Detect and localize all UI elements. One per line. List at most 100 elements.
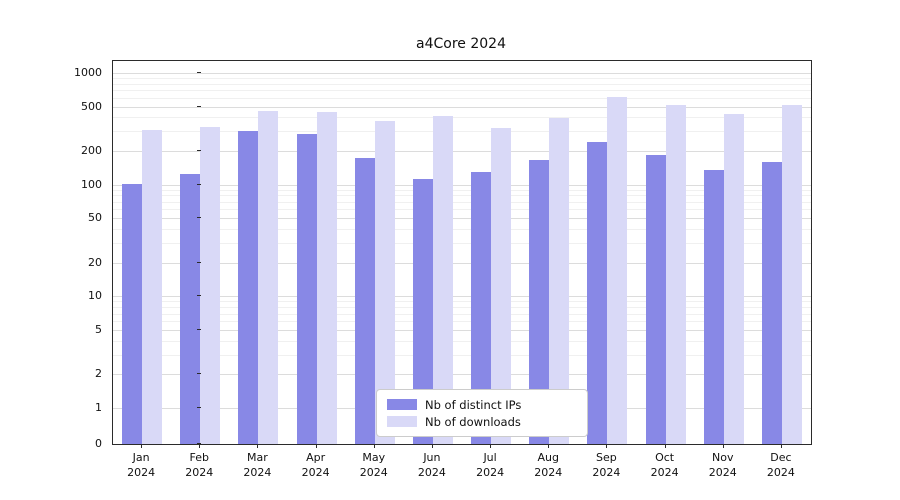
bar-distinct-ips-aug: [529, 160, 550, 444]
bar-downloads-may: [374, 121, 395, 444]
x-tick-label-jan: Jan 2024: [127, 451, 156, 479]
legend-item-downloads: Nb of downloads: [387, 413, 577, 430]
y-tick-label: 5: [95, 322, 102, 336]
gridline-major: [113, 329, 811, 331]
gridline-minor: [113, 117, 811, 119]
y-tick-mark: [197, 261, 201, 263]
x-tick-mark: [780, 444, 782, 448]
gridline-minor: [113, 131, 811, 133]
gridline-minor: [113, 354, 811, 356]
bar-distinct-ips-jan: [122, 183, 143, 444]
bar-downloads-nov: [723, 113, 744, 444]
y-tick-label: 1: [95, 401, 102, 414]
y-tick-mark: [197, 105, 201, 107]
bar-distinct-ips-jun: [412, 179, 433, 444]
x-tick-label-sep: Sep 2024: [592, 451, 621, 479]
gridline-major: [113, 374, 811, 376]
x-tick-mark: [373, 444, 375, 448]
gridline-major: [113, 151, 811, 153]
bar-downloads-apr: [316, 112, 337, 444]
x-tick-label-feb: Feb 2024: [185, 451, 214, 479]
bar-distinct-ips-sep: [587, 142, 608, 444]
bar-distinct-ips-oct: [645, 154, 666, 444]
bar-downloads-aug: [549, 118, 570, 444]
x-tick-mark: [606, 444, 608, 448]
x-tick-label-jul: Jul 2024: [476, 451, 505, 479]
y-tick-label: 500: [81, 99, 102, 113]
x-tick-label-may: May 2024: [359, 451, 388, 479]
gridline-major: [113, 262, 811, 264]
x-tick-label-dec: Dec 2024: [766, 451, 795, 479]
gridline-major: [113, 73, 811, 74]
gridline-minor: [113, 209, 811, 211]
gridline-minor: [113, 340, 811, 342]
gridline-minor: [113, 307, 811, 309]
x-tick-label-jun: Jun 2024: [417, 451, 446, 479]
bar-downloads-oct: [665, 104, 686, 444]
gridline-minor: [113, 195, 811, 197]
x-tick-label-nov: Nov 2024: [708, 451, 737, 479]
bar-distinct-ips-feb: [180, 173, 201, 444]
y-tick-label: 100: [81, 177, 102, 191]
y-tick-mark: [197, 328, 201, 330]
y-tick-mark: [197, 373, 201, 375]
gridline-minor: [113, 301, 811, 303]
y-tick-mark: [197, 295, 201, 297]
x-tick-mark: [548, 444, 550, 448]
gridline-minor: [113, 313, 811, 315]
bar-distinct-ips-may: [354, 157, 375, 444]
x-tick-mark: [664, 444, 666, 448]
x-tick-label-mar: Mar 2024: [243, 451, 272, 479]
gridline-major: [113, 184, 811, 186]
legend-label-distinct-ips: Nb of distinct IPs: [425, 397, 522, 412]
chart-title: a4Core 2024: [416, 36, 506, 52]
gridline-minor: [113, 321, 811, 323]
x-tick-mark: [257, 444, 259, 448]
gridline-minor: [113, 189, 811, 191]
bar-downloads-dec: [781, 104, 802, 444]
bar-distinct-ips-nov: [703, 170, 724, 444]
gridline-minor: [113, 83, 811, 85]
gridline-minor: [113, 229, 811, 231]
y-tick-label: 1000: [74, 66, 102, 79]
y-tick-mark: [197, 407, 201, 408]
y-tick-label: 0: [95, 437, 102, 450]
gridline-major: [113, 106, 811, 108]
legend-label-downloads: Nb of downloads: [425, 414, 521, 429]
legend-swatch-distinct-ips: [387, 399, 417, 410]
bar-downloads-jan: [142, 129, 163, 444]
legend: Nb of distinct IPs Nb of downloads: [376, 389, 588, 437]
x-tick-mark: [490, 444, 492, 448]
bar-downloads-feb: [200, 126, 221, 444]
bar-distinct-ips-apr: [296, 133, 317, 444]
y-tick-mark: [197, 443, 201, 444]
y-tick-mark: [197, 217, 201, 219]
bar-distinct-ips-dec: [761, 161, 782, 444]
y-tick-label: 200: [81, 144, 102, 158]
y-tick-label: 50: [88, 211, 102, 225]
bar-distinct-ips-mar: [238, 131, 259, 444]
gridline-minor: [113, 243, 811, 245]
plot-area: Nb of distinct IPs Nb of downloads: [112, 60, 812, 445]
legend-swatch-downloads: [387, 416, 417, 427]
bar-downloads-jul: [491, 128, 512, 444]
gridline-minor: [113, 201, 811, 203]
y-tick-mark: [197, 150, 201, 152]
x-tick-label-aug: Aug 2024: [534, 451, 563, 479]
x-tick-mark: [315, 444, 317, 448]
y-tick-label: 20: [88, 255, 102, 269]
x-tick-mark: [431, 444, 433, 448]
y-tick-mark: [197, 72, 201, 73]
y-tick-label: 10: [88, 289, 102, 303]
gridline-minor: [113, 78, 811, 80]
x-tick-label-apr: Apr 2024: [301, 451, 330, 479]
x-tick-mark: [722, 444, 724, 448]
y-tick-label: 2: [95, 367, 102, 381]
gridline-minor: [113, 97, 811, 99]
gridline-major: [113, 218, 811, 220]
bar-downloads-mar: [258, 110, 279, 444]
bar-downloads-jun: [432, 115, 453, 444]
y-tick-mark: [197, 183, 201, 185]
bar-distinct-ips-jul: [471, 171, 492, 444]
